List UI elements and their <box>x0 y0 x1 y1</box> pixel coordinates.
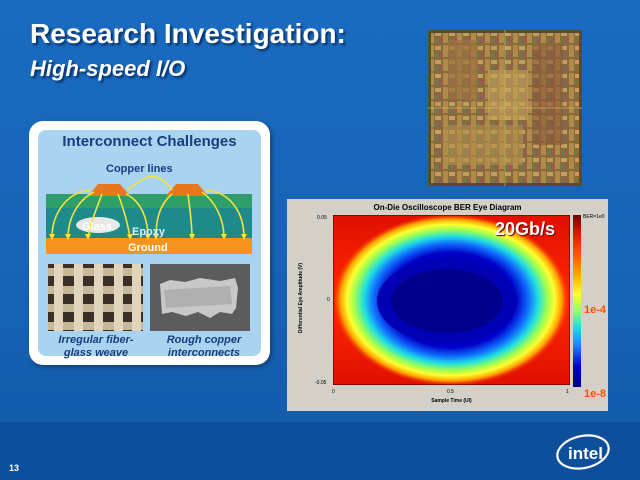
ber-1e-4-label: 1e-4 <box>584 304 607 316</box>
y-axis-label: Differential Eye Amplitude (V) <box>298 262 304 334</box>
page-number: 13 <box>9 463 20 473</box>
y-tick-mid: 0 <box>327 297 330 303</box>
caption-fiber-glass-line1: Irregular fiber- <box>58 334 134 346</box>
x-tick-1: 1 <box>566 389 569 395</box>
y-tick-bottom: -0.05 <box>315 380 327 386</box>
page-subtitle: High-speed I/O <box>30 56 186 81</box>
x-tick-0: 0 <box>332 389 335 395</box>
glass-label: Glass <box>82 221 112 233</box>
glass-fiber <box>76 217 120 233</box>
copper-trace-left <box>88 184 130 196</box>
caption-fiber-glass: Irregular fiber- glass weave <box>46 334 146 360</box>
eye-diagram-plot <box>333 215 570 385</box>
fiber-glass-weave-photo <box>48 264 143 331</box>
footer-bar <box>0 422 640 480</box>
caption-rough-copper: Rough copper interconnects <box>152 334 256 360</box>
intel-logo: intel <box>556 434 610 470</box>
intel-logo-text: intel <box>568 444 603 463</box>
y-tick-top: 0.05 <box>317 215 327 221</box>
interconnect-title: Interconnect Challenges <box>62 133 237 150</box>
data-rate-label: 20Gb/s <box>495 219 556 239</box>
substrate-top-layer <box>46 194 252 208</box>
caption-rough-copper-line1: Rough copper <box>166 334 242 346</box>
colorbar-top-label: BER=1e0 <box>583 214 605 220</box>
page-title: Research Investigation: <box>30 18 346 49</box>
epoxy-label: Epoxy <box>132 226 166 238</box>
x-axis-label: Sample Time (UI) <box>431 398 472 404</box>
ground-plane <box>46 238 252 254</box>
caption-rough-copper-line2: interconnects <box>167 347 241 359</box>
copper-trace-right <box>166 184 208 196</box>
copper-lines-label: Copper lines <box>106 163 173 175</box>
ber-colorbar <box>573 215 581 387</box>
ground-label: Ground <box>128 242 168 254</box>
pcb-cross-section-diagram <box>46 175 252 254</box>
eye-diagram-title: On-Die Oscilloscope BER Eye Diagram <box>373 203 522 212</box>
chip-die-photo <box>428 30 582 186</box>
rough-copper-photo <box>150 264 250 331</box>
x-tick-mid: 0.5 <box>447 389 454 395</box>
ber-eye-diagram-panel: On-Die Oscilloscope BER Eye Diagram <box>287 199 608 411</box>
ber-1e-8-label: 1e-8 <box>584 388 607 400</box>
caption-fiber-glass-line2: glass weave <box>63 347 129 359</box>
